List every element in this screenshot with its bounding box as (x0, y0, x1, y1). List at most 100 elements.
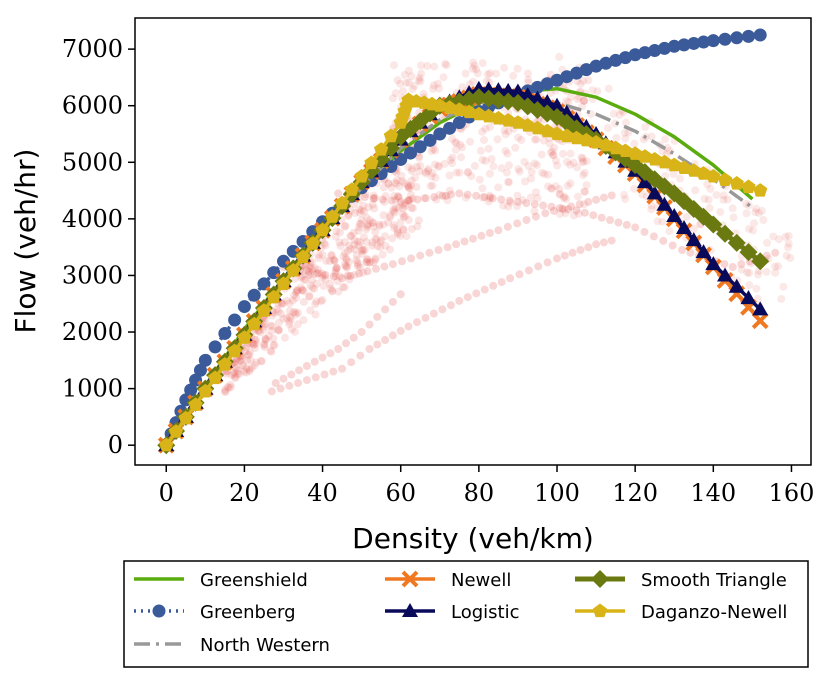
scatter-point (407, 225, 416, 233)
scatter-point (393, 228, 402, 237)
y-tick-label: 3000 (62, 261, 123, 289)
scatter-point (295, 366, 304, 375)
scatter-point (321, 275, 330, 284)
scatter-point (706, 184, 715, 193)
scatter-point (314, 254, 323, 262)
scatter-point (279, 314, 288, 323)
scatter-point (442, 191, 451, 200)
data-point (656, 196, 673, 211)
data-point (706, 34, 720, 48)
scatter-point (653, 217, 662, 226)
scatter-point (401, 201, 410, 210)
scatter-point (399, 225, 408, 234)
scatter-point (226, 380, 235, 389)
scatter-point (365, 320, 374, 329)
series-daganzo-newell (159, 92, 768, 452)
scatter-point (342, 254, 350, 263)
scatter-point (332, 264, 341, 273)
scatter-point (363, 255, 372, 264)
scatter-point (350, 236, 359, 245)
scatter-point (260, 343, 269, 352)
scatter-point (485, 169, 494, 178)
scatter-point (399, 204, 408, 213)
plot-frame (134, 17, 812, 466)
legend-item-greenberg: Greenberg (134, 602, 296, 623)
scatter-point (322, 256, 330, 265)
scatter-point (395, 193, 403, 202)
scatter-point (515, 167, 524, 176)
scatter-point (460, 237, 469, 246)
data-point (491, 110, 506, 125)
y-tick-label: 4000 (62, 205, 123, 233)
scatter-point (391, 195, 400, 204)
scatter-point (545, 139, 554, 148)
scatter-point (547, 184, 556, 193)
scatter-point (489, 162, 498, 171)
data-point (549, 97, 566, 112)
scatter-point (555, 190, 564, 198)
scatter-point (369, 219, 378, 228)
scatter-point (400, 70, 409, 79)
scatter-point (384, 179, 393, 188)
scatter-point (389, 94, 397, 103)
scatter-point (455, 168, 464, 177)
scatter-point (494, 226, 503, 235)
scatter-point (285, 381, 294, 390)
scatter-point (227, 371, 236, 379)
scatter-point (294, 379, 303, 387)
scatter-point (413, 222, 422, 231)
scatter-point (484, 197, 493, 206)
y-tick-label: 5000 (62, 148, 123, 176)
legend-label: Smooth Triangle (641, 570, 787, 591)
scatter-point (415, 153, 424, 162)
scatter-point (290, 291, 299, 300)
scatter-point (362, 213, 371, 222)
legend-label: Greenberg (200, 602, 296, 623)
data-point (560, 70, 574, 84)
data-point (728, 278, 745, 293)
scatter-point (321, 271, 330, 279)
scatter-point (368, 200, 377, 209)
scatter-point (468, 64, 477, 73)
data-point (481, 108, 496, 123)
scatter-point (318, 269, 326, 278)
data-point (540, 77, 554, 91)
scatter-point (551, 182, 560, 191)
scatter-point (372, 264, 380, 273)
scatter-point (365, 345, 374, 353)
scatter-point (513, 197, 522, 206)
scatter-point (369, 191, 378, 200)
scatter-point (303, 266, 312, 274)
scatter-point (320, 370, 329, 379)
data-point (433, 127, 447, 141)
data-point (490, 82, 507, 97)
scatter-point (563, 157, 572, 166)
scatter-point (362, 238, 371, 246)
scatter-point (434, 161, 443, 170)
scatter-point (426, 182, 435, 190)
scatter-point (291, 308, 300, 317)
scatter-point (390, 61, 398, 70)
scatter-point (649, 232, 658, 241)
scatter-point (351, 209, 360, 217)
scatter-point (472, 65, 481, 74)
scatter-point (360, 207, 368, 216)
data-point (295, 249, 311, 264)
scatter-point (398, 257, 406, 266)
data-point (646, 185, 663, 200)
scatter-point (578, 157, 587, 166)
scatter-point (404, 183, 413, 192)
data-point (666, 208, 683, 223)
scatter-point (238, 361, 247, 370)
scatter-point (223, 382, 232, 391)
scatter-point (503, 149, 512, 158)
scatter-point (407, 72, 416, 81)
scatter-point (267, 326, 276, 335)
scatter-point (576, 246, 585, 254)
scatter-point (291, 310, 300, 319)
scatter-point (267, 387, 276, 396)
scatter-point (261, 334, 270, 343)
scatter-point (233, 370, 242, 379)
scatter-point (269, 308, 278, 317)
scatter-point (252, 358, 261, 367)
